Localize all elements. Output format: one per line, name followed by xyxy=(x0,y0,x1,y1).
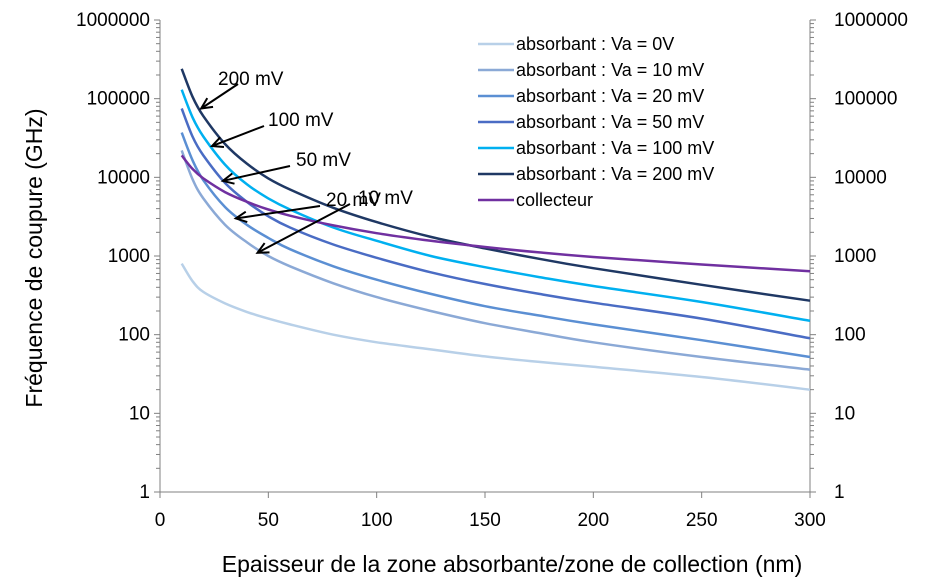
annotation-arrow xyxy=(211,125,265,147)
legend-label: absorbant : Va = 200 mV xyxy=(516,164,714,184)
annotation-label: 200 mV xyxy=(218,69,284,90)
series-line-2 xyxy=(180,132,811,359)
annotation-arrowhead xyxy=(255,242,270,254)
x-tick-label: 150 xyxy=(469,510,501,531)
annotation-label: 20 mV xyxy=(326,190,381,211)
series-line-3 xyxy=(180,108,811,340)
y-tick-label: 10 xyxy=(129,403,150,424)
y-tick-label: 100 xyxy=(118,325,150,346)
annotation-arrowhead xyxy=(233,210,248,224)
legend-label: absorbant : Va = 100 mV xyxy=(516,138,714,158)
legend-label: absorbant : Va = 50 mV xyxy=(516,112,704,132)
y-tick-label-right: 100 xyxy=(834,325,866,346)
y-tick-label-right: 1000 xyxy=(834,246,876,267)
annotation-arrow xyxy=(200,83,239,110)
y-tick-label: 1000 xyxy=(108,246,150,267)
x-tick-label: 50 xyxy=(258,510,279,531)
annotation-label: 10 mV xyxy=(358,188,413,209)
series-line-5 xyxy=(180,68,811,302)
y-tick-label-right: 1 xyxy=(834,482,845,503)
y-tick-label: 1 xyxy=(139,482,150,503)
annotation-arrow xyxy=(222,165,291,182)
x-tick-label: 100 xyxy=(361,510,393,531)
legend-label: absorbant : Va = 20 mV xyxy=(516,86,704,106)
legend-label: absorbant : Va = 10 mV xyxy=(516,60,704,80)
legend: absorbant : Va = 0V absorbant : Va = 10 m… xyxy=(478,34,714,210)
y-tick-label-right: 10 xyxy=(834,403,855,424)
annotation-label: 50 mV xyxy=(296,150,351,171)
y-tick-label: 100000 xyxy=(87,89,150,110)
series-line-4 xyxy=(180,89,811,323)
series-line-0 xyxy=(180,262,811,391)
x-tick-label: 200 xyxy=(577,510,609,531)
series-line-1 xyxy=(180,149,811,371)
series-layer xyxy=(180,68,811,391)
x-tick-label: 300 xyxy=(794,510,826,531)
annotation-arrowhead xyxy=(220,172,235,185)
y-tick-label-right: 100000 xyxy=(834,89,897,110)
x-tick-label: 250 xyxy=(686,510,718,531)
annotation-arrowhead xyxy=(199,97,214,110)
y-tick-label-right: 10000 xyxy=(834,167,887,188)
annotation-arrow xyxy=(235,205,321,220)
legend-label: collecteur xyxy=(516,190,593,210)
x-axis-title: Epaisseur de la zone absorbante/zone de … xyxy=(222,551,802,577)
y-tick-label: 1000000 xyxy=(76,10,150,31)
y-tick-label-right: 1000000 xyxy=(834,10,908,31)
legend-label: absorbant : Va = 0V xyxy=(516,34,674,54)
annotation-arrowhead xyxy=(209,136,225,149)
series-line-6 xyxy=(180,154,811,273)
y-axis-title: Fréquence de coupure (GHz) xyxy=(21,108,47,407)
annotation-label: 100 mV xyxy=(268,110,334,131)
x-tick-label: 0 xyxy=(155,510,166,531)
annotation-arrow xyxy=(257,203,351,254)
y-tick-label: 10000 xyxy=(97,167,150,188)
